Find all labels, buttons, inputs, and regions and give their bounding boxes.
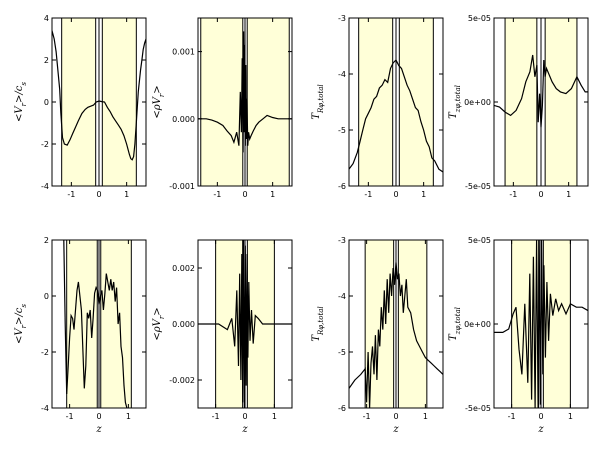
shaded-band (397, 239, 428, 409)
series-line (349, 262, 443, 408)
x-tick-label: 1 (568, 412, 573, 421)
x-tick-label: -1 (509, 190, 517, 199)
y-tick-label: -0.001 (169, 182, 195, 191)
y-tick-label: -4 (338, 70, 346, 79)
series-line (63, 240, 128, 408)
y-tick-label: 5e-05 (468, 14, 491, 23)
x-tick-label: -1 (212, 412, 220, 421)
x-tick-label: -1 (363, 412, 371, 421)
x-tick-label: 1 (126, 412, 131, 421)
x-tick-label: -1 (66, 412, 74, 421)
shaded-band (61, 17, 97, 187)
x-tick-label: -1 (213, 190, 221, 199)
x-tick-label: -1 (67, 190, 75, 199)
x-tick-label: 0 (96, 190, 101, 199)
shaded-band (504, 17, 538, 187)
x-tick-label: -1 (364, 190, 372, 199)
series-line (198, 240, 292, 408)
y-tick-label: -5e-05 (465, 404, 491, 413)
y-tick-label: 0.000 (172, 115, 195, 124)
subplot-1: -1 0 1 -4 -2 0 2 4 <Vr>/cs (14, 14, 147, 199)
y-tick-label: 2 (44, 56, 49, 65)
y-axis-label: Tzφ,total (448, 85, 462, 119)
y-axis-label: <Vr>/cs (14, 304, 28, 344)
y-tick-label: -5 (338, 348, 346, 357)
y-tick-label: 0e+00 (464, 320, 491, 329)
y-tick-label: 0 (44, 292, 49, 301)
x-tick-label: 1 (423, 412, 428, 421)
series-line (198, 31, 292, 153)
y-tick-label: 0 (44, 98, 49, 107)
subplot-8: -1 0 1 -5e-05 0e+00 5e-05 Tzφ,total z (448, 236, 589, 435)
subplot-5: -1 0 1 -4 -2 0 2 <Vr>/cs z (14, 236, 147, 435)
x-axis-label: z (537, 424, 544, 435)
shaded-band (100, 239, 132, 409)
shaded-band (358, 17, 394, 187)
y-tick-label: 0.002 (172, 264, 195, 273)
y-tick-label: 2 (44, 236, 49, 245)
x-axis-label: z (95, 424, 102, 435)
series-line (52, 30, 146, 161)
x-tick-label: 1 (421, 190, 426, 199)
x-tick-label: 0 (393, 412, 398, 421)
series-line (494, 240, 588, 408)
y-tick-label: -6 (338, 404, 346, 413)
y-tick-label: -2 (41, 140, 49, 149)
x-tick-label: 0 (538, 190, 543, 199)
subplot-6: -1 0 1 -0.002 0.000 0.002 <ρVr> z (152, 239, 293, 435)
y-tick-label: -4 (41, 404, 49, 413)
y-tick-label: -5e-05 (465, 182, 491, 191)
y-tick-label: 0e+00 (464, 98, 491, 107)
y-tick-label: 0.001 (172, 48, 195, 57)
subplot-7: -1 0 1 -6 -5 -4 -3 TRφ,total z (311, 236, 444, 435)
x-tick-label: 1 (566, 190, 571, 199)
y-tick-label: -3 (338, 236, 346, 245)
y-axis-label: TRφ,total (311, 306, 325, 341)
x-tick-label: -1 (508, 412, 516, 421)
subplot-3: -1 0 1 -6 -5 -4 -3 TRφ,total (311, 14, 444, 199)
shaded-band (101, 17, 137, 187)
subplot-4: -1 0 1 -5e-05 0e+00 5e-05 Tzφ,total (448, 14, 589, 199)
x-tick-label: 0 (242, 412, 247, 421)
shaded-band (544, 17, 578, 187)
y-tick-label: -2 (41, 348, 49, 357)
y-tick-label: 0.000 (172, 320, 195, 329)
y-axis-label: Tzφ,total (448, 307, 462, 341)
y-axis-label: <Vr>/cs (14, 82, 28, 122)
y-axis-label: TRφ,total (311, 84, 325, 119)
x-tick-label: 1 (270, 190, 275, 199)
y-axis-label: <ρVr> (152, 85, 166, 118)
x-tick-label: 1 (272, 412, 277, 421)
x-tick-label: 1 (124, 190, 129, 199)
x-axis-label: z (241, 424, 248, 435)
series-line (494, 54, 588, 128)
series-line (349, 58, 443, 173)
shaded-band (398, 17, 434, 187)
x-tick-label: 0 (538, 412, 543, 421)
shaded-band (200, 17, 244, 187)
x-tick-label: 0 (242, 190, 247, 199)
y-tick-label: -6 (338, 182, 346, 191)
y-tick-label: -3 (338, 14, 346, 23)
x-axis-label: z (392, 424, 399, 435)
y-axis-label: <ρVr> (152, 307, 166, 340)
subplot-2: -1 0 1 -0.001 0.000 0.001 <ρVr> (152, 17, 293, 199)
shaded-band (246, 17, 290, 187)
y-tick-label: -4 (41, 182, 49, 191)
x-tick-label: 0 (96, 412, 101, 421)
y-tick-label: 4 (44, 14, 49, 23)
x-tick-label: 0 (393, 190, 398, 199)
y-tick-label: -4 (338, 292, 346, 301)
shaded-band (542, 239, 571, 409)
y-tick-label: 5e-05 (468, 236, 491, 245)
y-tick-label: -5 (338, 126, 346, 135)
y-tick-label: -0.002 (169, 376, 195, 385)
